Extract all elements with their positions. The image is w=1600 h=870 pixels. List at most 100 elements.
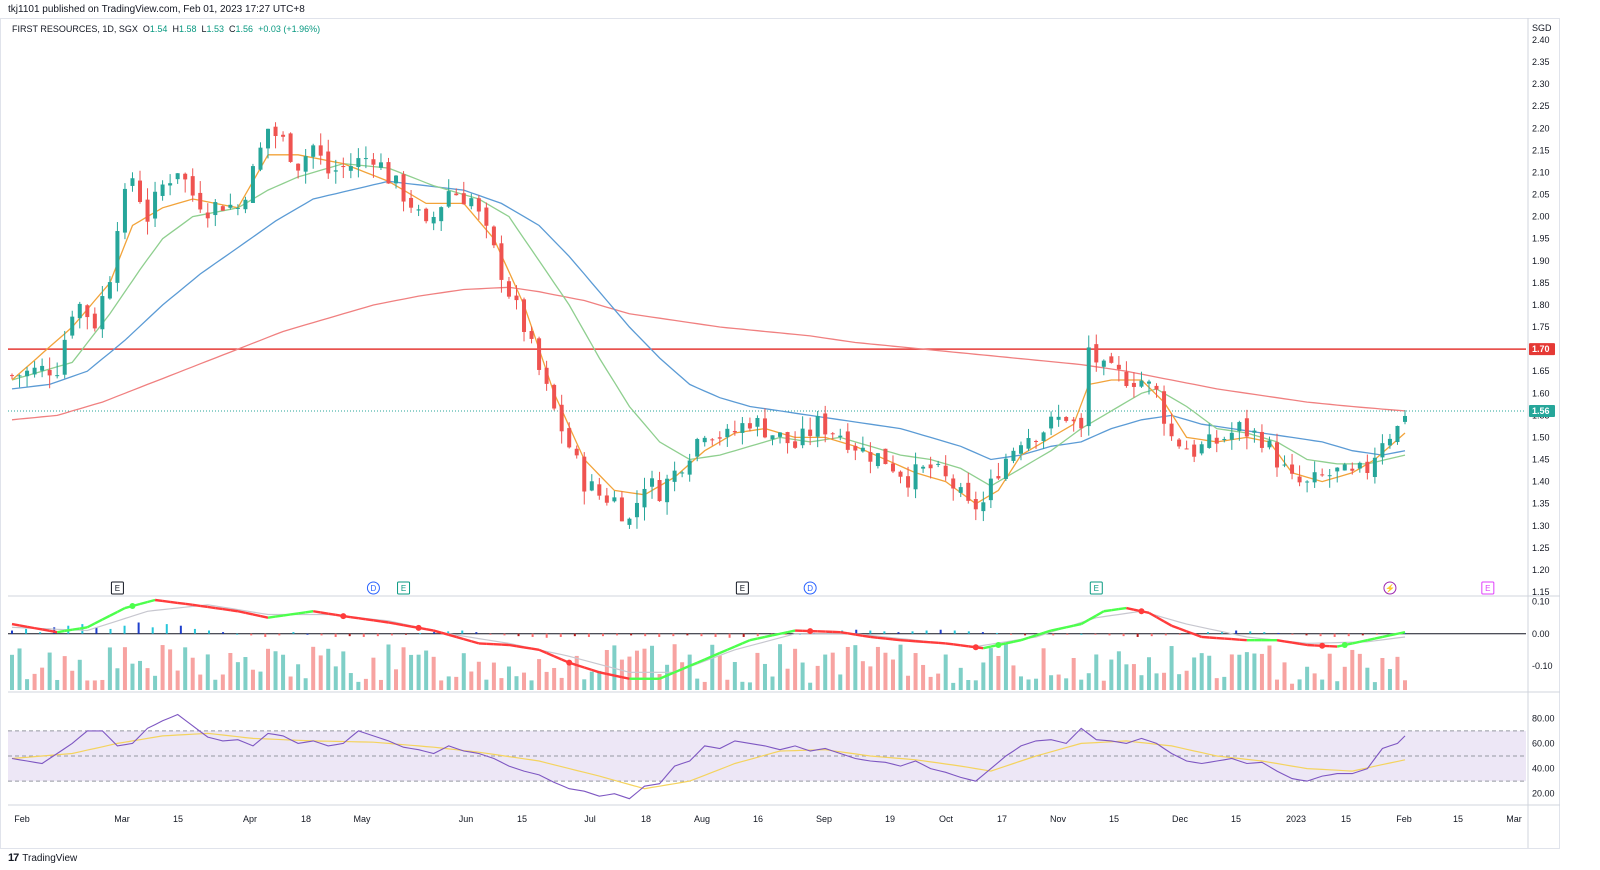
volume-bar bbox=[650, 645, 655, 690]
candle bbox=[921, 465, 926, 473]
macd-histogram-bar bbox=[756, 633, 759, 637]
candle bbox=[582, 452, 587, 505]
macd-histogram-bar bbox=[869, 630, 872, 634]
macd-tick-label: 0.00 bbox=[1532, 629, 1550, 639]
candle-body bbox=[1154, 385, 1159, 390]
volume-bar bbox=[431, 656, 436, 690]
macd-line-segment bbox=[350, 615, 359, 620]
macd-histogram-bar bbox=[1235, 630, 1238, 634]
macd-line-segment bbox=[1148, 611, 1158, 619]
candle bbox=[544, 360, 549, 391]
macd-line-segment bbox=[403, 623, 412, 628]
macd-histogram-bar bbox=[1080, 633, 1083, 635]
macd-line-segment bbox=[200, 604, 208, 609]
macd-line-segment bbox=[1186, 630, 1195, 636]
candle-body bbox=[522, 299, 527, 332]
event-marker: E bbox=[1481, 581, 1495, 595]
candle-body bbox=[1177, 439, 1182, 447]
ema-slow-line bbox=[11, 180, 1406, 461]
macd-histogram-bar bbox=[1150, 633, 1153, 637]
macd-histogram-bar bbox=[1164, 633, 1167, 636]
candle-body bbox=[296, 163, 301, 171]
volume-bar bbox=[574, 655, 579, 690]
candle-body bbox=[740, 423, 745, 433]
time-tick-label: 15 bbox=[173, 814, 183, 824]
macd-histogram-bar bbox=[559, 633, 562, 637]
candle bbox=[1184, 440, 1189, 450]
candle-body bbox=[1207, 434, 1212, 448]
chart-canvas[interactable]: SGD 2.40 2.35 2.30 2.25 2.20 2.15 2.10 2.05 2.00 1… bbox=[0, 0, 1600, 850]
candle bbox=[416, 204, 421, 217]
macd-line-segment bbox=[938, 641, 946, 645]
event-marker-label: E bbox=[115, 584, 120, 593]
candle bbox=[1267, 436, 1272, 450]
volume-bar bbox=[1274, 679, 1279, 690]
candle-body bbox=[1192, 444, 1197, 457]
event-marker-shape bbox=[110, 581, 124, 595]
candle bbox=[1335, 467, 1340, 483]
macd-line-segment bbox=[1389, 632, 1398, 637]
volume-bar bbox=[1403, 680, 1407, 690]
event-marker-shape bbox=[1089, 581, 1103, 595]
candle-body bbox=[860, 447, 865, 452]
candle-body bbox=[921, 466, 926, 469]
macd-line-segment bbox=[734, 642, 743, 648]
candle bbox=[1109, 352, 1114, 364]
candle bbox=[1124, 361, 1129, 388]
time-tick-label: Feb bbox=[14, 814, 30, 824]
volume-bar bbox=[943, 654, 948, 690]
macd-line-segment bbox=[1276, 638, 1285, 643]
macd-line-segment bbox=[109, 610, 118, 617]
candle-body bbox=[1169, 423, 1174, 437]
macd-histogram-bar bbox=[123, 625, 126, 634]
tradingview-logo[interactable]: 17 TradingView bbox=[8, 852, 77, 864]
volume-bar bbox=[695, 678, 700, 690]
candle bbox=[1222, 436, 1227, 443]
macd-histogram-bar bbox=[1333, 633, 1336, 637]
candle-body bbox=[958, 487, 963, 493]
candle-body bbox=[1124, 371, 1129, 386]
candle bbox=[537, 336, 542, 376]
candle-body bbox=[266, 128, 271, 149]
volume-bar bbox=[363, 678, 368, 690]
macd-line-segment bbox=[591, 668, 600, 674]
macd-histogram-bar bbox=[207, 630, 210, 634]
candle bbox=[469, 193, 474, 210]
volume-bar bbox=[25, 679, 30, 690]
candle bbox=[62, 330, 67, 379]
macd-cross-dot bbox=[807, 628, 814, 635]
candle-body bbox=[183, 173, 188, 180]
volume-bar bbox=[1229, 654, 1234, 690]
macd-histogram-bar bbox=[827, 632, 830, 634]
volume-bar bbox=[1267, 645, 1272, 690]
macd-histogram-bar bbox=[1207, 632, 1210, 634]
macd-line-segment bbox=[86, 622, 96, 629]
candle-body bbox=[235, 207, 240, 209]
low-label: L bbox=[201, 24, 207, 34]
volume-bar bbox=[981, 662, 986, 690]
candle bbox=[1011, 447, 1016, 464]
candle bbox=[966, 472, 971, 504]
candle-body bbox=[762, 418, 767, 438]
candle-body bbox=[559, 404, 564, 432]
symbol-name[interactable]: FIRST RESOURCES, 1D, SGX bbox=[12, 24, 138, 34]
macd-line-segment bbox=[659, 674, 668, 680]
macd-line-segment bbox=[1209, 636, 1217, 640]
volume-bar bbox=[1079, 679, 1084, 690]
volume-bar bbox=[680, 662, 685, 690]
candle-body bbox=[1267, 440, 1272, 448]
volume-bar bbox=[755, 652, 760, 690]
price-tick-label: 2.30 bbox=[1532, 79, 1550, 89]
candle-body bbox=[431, 216, 436, 224]
macd-line-segment bbox=[983, 645, 992, 650]
macd-line-segment bbox=[749, 637, 758, 642]
candle-body bbox=[153, 191, 158, 219]
macd-histogram-bar bbox=[278, 633, 281, 636]
volume-bar bbox=[522, 672, 527, 690]
rsi-tick-label: 80.00 bbox=[1532, 713, 1555, 723]
candle bbox=[1056, 404, 1061, 427]
candle bbox=[145, 188, 150, 235]
volume-bar bbox=[627, 656, 632, 690]
macd-line-segment bbox=[1118, 606, 1127, 611]
macd-line-segment bbox=[1374, 635, 1383, 640]
